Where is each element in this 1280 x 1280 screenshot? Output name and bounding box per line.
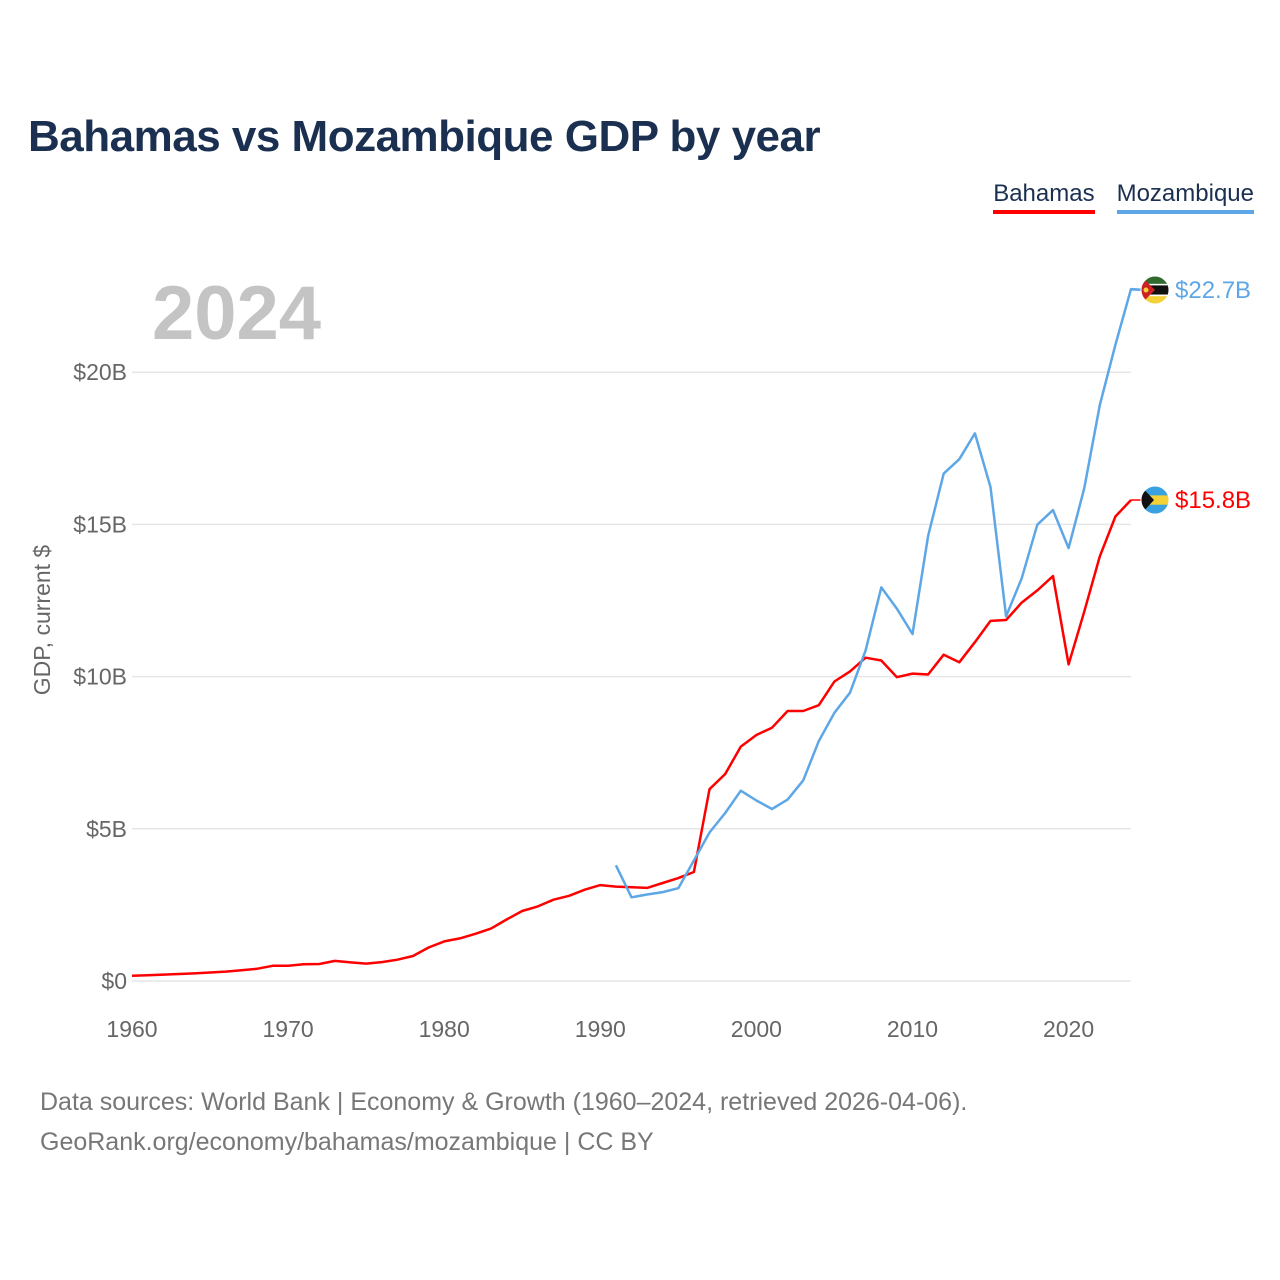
footer-sources: Data sources: World Bank | Economy & Gro… xyxy=(40,1088,968,1116)
x-tick-label: 1960 xyxy=(106,1016,157,1042)
bahamas-flag-icon xyxy=(1140,485,1170,515)
series-end-markers: $15.8B $22.7B xyxy=(1131,275,1251,515)
gdp-line-chart: 2024 GDP, current $ $0 $5B $10B $15B $20B 19… xyxy=(29,271,1251,1042)
end-value-label-mozambique: $22.7B xyxy=(1175,277,1251,304)
y-tick-label: $5B xyxy=(86,816,127,842)
x-tick-label: 2020 xyxy=(1043,1016,1094,1042)
mozambique-flag-icon xyxy=(1140,275,1170,305)
y-axis-label: GDP, current $ xyxy=(29,545,55,696)
legend: Bahamas Mozambique xyxy=(993,180,1254,214)
gridlines xyxy=(132,371,1131,982)
x-tick-label: 1980 xyxy=(419,1016,470,1042)
footer: Data sources: World Bank | Economy & Gro… xyxy=(40,1082,967,1162)
series-lines xyxy=(131,287,1147,978)
legend-item-bahamas[interactable]: Bahamas xyxy=(993,180,1095,214)
footer-attribution: GeoRank.org/economy/bahamas/mozambique |… xyxy=(40,1128,654,1156)
y-tick-label: $10B xyxy=(73,664,127,690)
y-tick-label: $20B xyxy=(73,359,127,385)
end-value-label-bahamas: $15.8B xyxy=(1175,487,1251,514)
x-tick-label: 1970 xyxy=(263,1016,314,1042)
series-line-mozambique xyxy=(614,287,1147,899)
series-line-bahamas xyxy=(131,499,1132,978)
legend-item-mozambique[interactable]: Mozambique xyxy=(1116,180,1254,214)
year-watermark: 2024 xyxy=(152,271,321,356)
y-tick-label: $0 xyxy=(101,968,127,994)
x-tick-labels: 1960 1970 1980 1990 2000 2010 2020 xyxy=(106,1016,1094,1042)
x-tick-label: 1990 xyxy=(575,1016,626,1042)
y-tick-labels: $0 $5B $10B $15B $20B xyxy=(73,359,127,994)
chart-title: Bahamas vs Mozambique GDP by year xyxy=(28,112,821,161)
x-tick-label: 2000 xyxy=(731,1016,782,1042)
y-tick-label: $15B xyxy=(73,511,127,537)
x-tick-label: 2010 xyxy=(887,1016,938,1042)
